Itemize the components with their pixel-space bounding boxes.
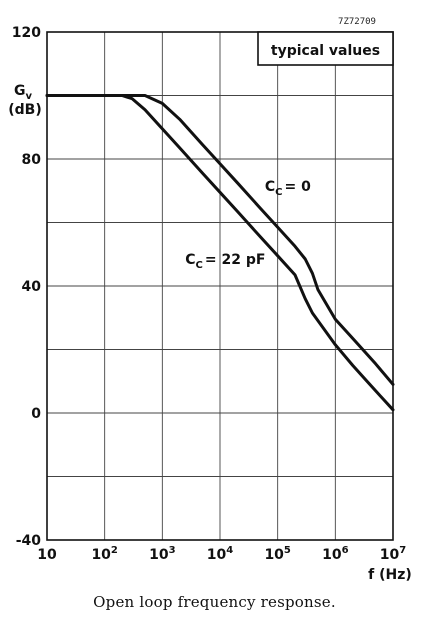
y-tick-label-2: 40 xyxy=(22,279,42,295)
y-tick-label-3: 80 xyxy=(22,152,42,168)
y-axis-label-unit: (dB) xyxy=(8,102,42,118)
series-label-value-0: = 0 xyxy=(284,179,311,195)
x-tick-base-4: 10 xyxy=(264,547,284,563)
figure-code: 7Z72709 xyxy=(338,17,376,27)
x-tick-label-6: 107 xyxy=(380,545,406,563)
x-tick-label-2: 103 xyxy=(149,545,175,563)
x-tick-base-0: 10 xyxy=(37,547,57,563)
x-tick-label-5: 106 xyxy=(322,545,348,563)
x-tick-base-2: 10 xyxy=(149,547,169,563)
series-label-main-1: C xyxy=(185,252,195,268)
figure-caption: Open loop frequency response. xyxy=(93,593,336,611)
series-lines xyxy=(45,94,395,412)
series-label-1: CC = 22 pF xyxy=(185,252,265,271)
x-tick-labels: 10 102 103 104 105 106 107 xyxy=(37,545,406,563)
series-line-0 xyxy=(45,94,395,386)
x-tick-base-1: 10 xyxy=(91,547,111,563)
x-tick-base-6: 10 xyxy=(380,547,400,563)
x-tick-base-5: 10 xyxy=(322,547,342,563)
x-tick-exp-1: 2 xyxy=(111,545,118,556)
x-tick-label-0: 10 xyxy=(37,547,57,563)
x-tick-exp-3: 4 xyxy=(226,545,233,556)
series-label-sub-1: C xyxy=(196,260,203,271)
series-label-0: CC = 0 xyxy=(265,179,311,198)
series-line-1 xyxy=(45,94,395,412)
x-tick-exp-5: 6 xyxy=(342,545,349,556)
y-tick-label-1: 0 xyxy=(31,406,41,422)
grid xyxy=(46,31,394,541)
y-tick-label-4: 120 xyxy=(12,25,41,41)
y-tick-label-0: -40 xyxy=(16,533,42,549)
legend-box: typical values xyxy=(257,31,394,66)
series-labels: CC = 0CC = 22 pF xyxy=(185,179,311,271)
x-tick-exp-6: 7 xyxy=(399,545,406,556)
y-axis-label: Gv (dB) xyxy=(8,83,42,118)
series-label-sub-0: C xyxy=(275,187,282,198)
y-axis-label-main: G xyxy=(14,83,26,99)
series-label-value-1: = 22 pF xyxy=(205,252,266,268)
y-axis-label-sub: v xyxy=(25,91,32,102)
x-tick-label-3: 104 xyxy=(207,545,233,563)
svg-text:Gv: Gv xyxy=(14,83,33,102)
x-tick-base-3: 10 xyxy=(207,547,227,563)
x-tick-exp-2: 3 xyxy=(169,545,176,556)
x-axis-label: f (Hz) xyxy=(368,567,412,583)
series-label-main-0: C xyxy=(265,179,275,195)
y-tick-labels: -40 0 40 80 120 xyxy=(12,25,41,549)
x-tick-exp-4: 5 xyxy=(284,545,291,556)
x-tick-label-4: 105 xyxy=(264,545,290,563)
plot-frame xyxy=(46,31,394,541)
legend-text: typical values xyxy=(271,43,380,59)
x-tick-label-1: 102 xyxy=(91,545,117,563)
